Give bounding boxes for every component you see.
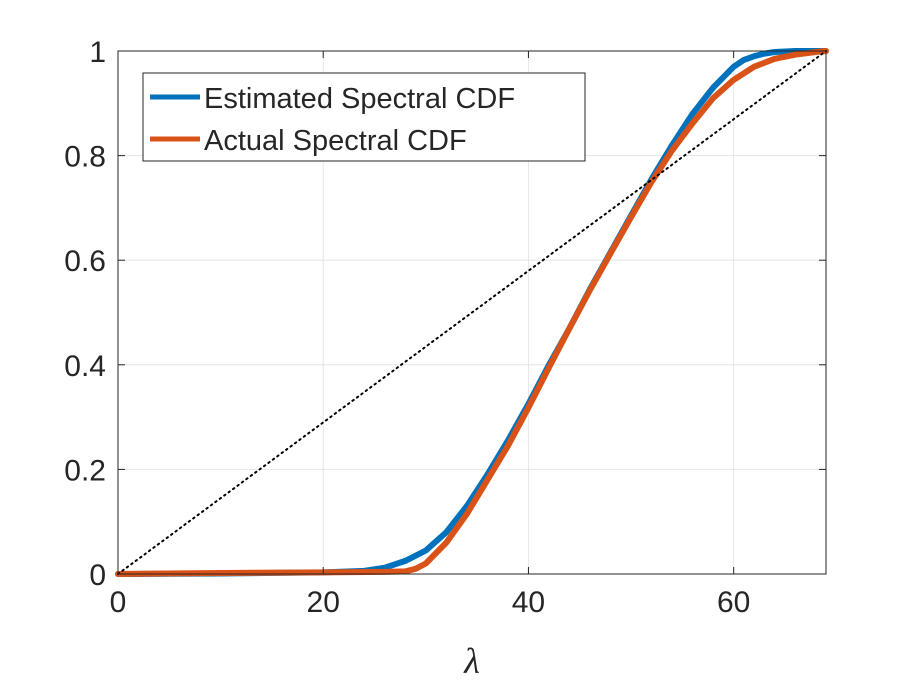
y-tick-label: 1 [89,36,106,69]
x-tick-label: 40 [512,586,545,619]
legend: Estimated Spectral CDF Actual Spectral C… [142,72,586,162]
legend-box [142,72,586,162]
x-tick-label: 60 [717,586,750,619]
series-layer [115,48,829,577]
legend-label-actual: Actual Spectral CDF [204,125,467,157]
y-tick-label: 0.8 [64,141,106,174]
legend-label-estimated: Estimated Spectral CDF [204,83,515,115]
x-axis-label: λ [463,641,480,681]
x-tick-label: 0 [110,586,127,619]
y-tick-label: 0.2 [64,454,106,487]
series-actual-cdf [115,48,829,577]
x-tick-label: 20 [307,586,340,619]
y-tick-label: 0.6 [64,245,106,278]
axes-box [117,50,827,575]
ticks: 0 20 40 60 0 0.2 0.4 0.6 0.8 1 [64,36,826,619]
y-tick-label: 0.4 [64,350,106,383]
y-tick-label: 0 [89,559,106,592]
series-reference-diagonal [117,50,827,575]
